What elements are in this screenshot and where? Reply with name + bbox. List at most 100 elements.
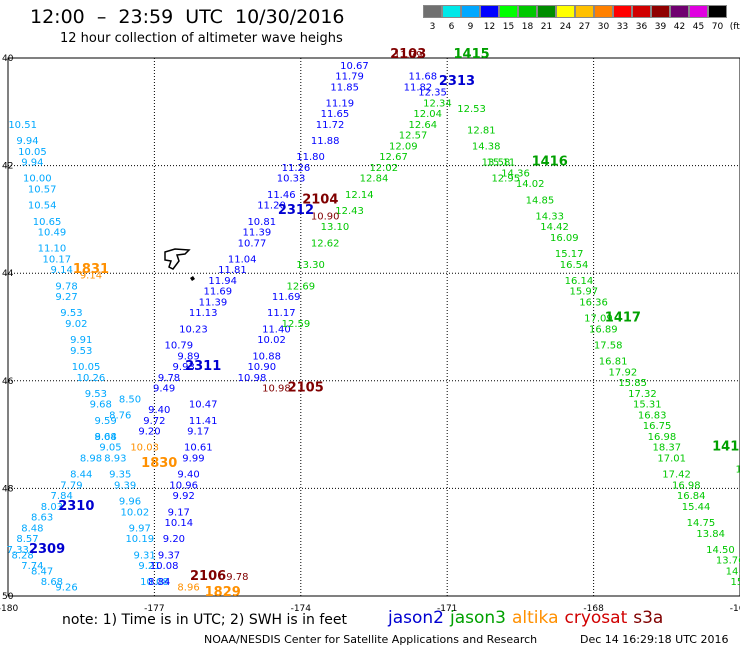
wave-height-value: 11.20 — [257, 201, 286, 212]
scale-swatch — [670, 5, 689, 18]
generated-datestamp: Dec 14 16:29:18 UTC 2016 — [580, 633, 729, 646]
wave-height-value: 14.36 — [501, 168, 530, 179]
wave-height-value: 15.17 — [555, 249, 584, 260]
wave-height-value: 9.40 — [177, 470, 199, 481]
scale-swatch — [594, 5, 613, 18]
wave-height-value: 10.03 — [130, 443, 159, 454]
scale-swatch — [518, 5, 537, 18]
scale-swatch — [613, 5, 632, 18]
wave-height-value: 13.84 — [696, 529, 725, 540]
wave-height-value: 16.14 — [565, 276, 594, 287]
wave-height-value: 10.05 — [18, 147, 47, 158]
scale-swatch — [651, 5, 670, 18]
wave-height-value: 17.58 — [594, 341, 623, 352]
wave-height-value: 9.17 — [187, 427, 209, 438]
wave-height-value: 8.96 — [177, 583, 199, 594]
wave-height-value: 9.39 — [114, 480, 136, 491]
wave-height-value: 10.08 — [150, 561, 179, 572]
wave-height-value: 11.04 — [228, 254, 257, 265]
wave-height-value: 8.28 — [12, 550, 34, 561]
legend-cryosat: cryosat — [564, 608, 628, 628]
wave-height-value: 13.30 — [296, 260, 325, 271]
lon-tick-label: -171 — [437, 604, 457, 614]
wave-height-value: 9.31 — [134, 550, 156, 561]
pass-number-label: 2309 — [29, 542, 65, 557]
wave-height-value: 13.76 — [716, 556, 740, 567]
wave-height-value: 9.04 — [94, 432, 116, 443]
wave-height-value: 14.33 — [535, 211, 564, 222]
wave-height-value: 8.47 — [31, 566, 53, 577]
wave-height-value: 9.20 — [163, 534, 185, 545]
wave-height-value: 14.38 — [472, 141, 501, 152]
pass-number-label: 2310 — [58, 499, 94, 514]
wave-height-value: 16.89 — [589, 324, 618, 335]
wave-height-value: 11.94 — [208, 276, 237, 287]
wave-height-value: 10.81 — [247, 217, 276, 228]
wave-height-value: 11.80 — [296, 152, 325, 163]
wave-height-value: 9.59 — [94, 416, 116, 427]
wave-height-value: 11.85 — [330, 82, 359, 93]
wave-height-value: 9.26 — [55, 583, 77, 594]
lon-tick-label: -168 — [583, 604, 604, 614]
wave-height-value: 10.79 — [164, 341, 193, 352]
legend-altika: altika — [512, 608, 559, 628]
wave-height-value: 9.40 — [148, 405, 170, 416]
scale-label: 18 — [521, 22, 534, 32]
scale-label: 45 — [692, 22, 705, 32]
scale-label: 36 — [635, 22, 648, 32]
wave-height-value: 16.81 — [599, 357, 628, 368]
wave-height-value: 9.68 — [90, 400, 112, 411]
legend-jason3: jason3 — [450, 608, 506, 628]
wave-height-value: 9.92 — [173, 491, 195, 502]
wave-height-value: 16.98 — [672, 480, 701, 491]
wave-height-value: 14.50 — [706, 545, 735, 556]
scale-label: 33 — [616, 22, 629, 32]
wave-height-value: 11.13 — [189, 308, 218, 319]
wave-height-value: 16.84 — [677, 491, 706, 502]
wave-height-value: 9.94 — [16, 136, 38, 147]
lon-tick-label: -177 — [144, 604, 164, 614]
scale-swatch — [537, 5, 556, 18]
wave-height-value: 11.65 — [321, 109, 350, 120]
pass-number-label: 2311 — [185, 359, 221, 374]
wave-height-value: 7.79 — [60, 480, 82, 491]
legend-jason2: jason2 — [388, 608, 444, 628]
pass-number-label: 1830 — [141, 456, 177, 471]
wave-height-value: 10.61 — [184, 443, 213, 454]
wave-height-value: 9.78 — [55, 281, 77, 292]
lat-tick-label: 50 — [2, 592, 14, 602]
wave-height-value: 9.14 — [51, 265, 73, 276]
wave-height-value: 17.09 — [584, 314, 613, 325]
pass-number-label: 1829 — [205, 585, 241, 600]
wave-height-value: 13.54 — [735, 464, 740, 475]
wave-height-value: 12.69 — [286, 281, 315, 292]
wave-height-value: 10.77 — [238, 238, 267, 249]
satellite-legend: jason2 jason3 altika cryosat s3a — [388, 608, 669, 628]
wave-height-value: 17.42 — [662, 470, 691, 481]
wave-height-value: 9.14 — [80, 271, 102, 282]
wave-height-value: 16.83 — [638, 410, 667, 421]
wave-height-value: 7.74 — [21, 561, 43, 572]
wave-height-value: 14.42 — [540, 222, 569, 233]
wave-height-value: 9.53 — [70, 346, 92, 357]
pass-number-label: 2103 — [390, 47, 426, 62]
wave-height-value: 12.35 — [418, 88, 447, 99]
island-shape — [164, 248, 191, 270]
wave-height-value: 9.37 — [158, 550, 180, 561]
wave-height-value: 11.26 — [282, 163, 311, 174]
wave-height-value: 10.02 — [257, 335, 286, 346]
wave-height-value: 8.57 — [16, 534, 38, 545]
wave-height-value: 8.50 — [119, 394, 141, 405]
wave-height-value: 8.44 — [70, 470, 92, 481]
wave-height-value: 9.49 — [153, 384, 175, 395]
wave-height-value: 8.03 — [41, 502, 63, 513]
wave-height-value: 15.97 — [570, 287, 599, 298]
wave-height-value: 11.10 — [38, 244, 67, 255]
wave-height-value: 15.30 — [731, 577, 740, 588]
wave-height-value: 10.02 — [121, 507, 150, 518]
wave-height-value: 11.39 — [199, 297, 228, 308]
wave-height-value: 12.57 — [399, 131, 428, 142]
wave-height-value: 8.48 — [21, 523, 43, 534]
scale-label: 30 — [597, 22, 610, 32]
scale-swatch — [575, 5, 594, 18]
